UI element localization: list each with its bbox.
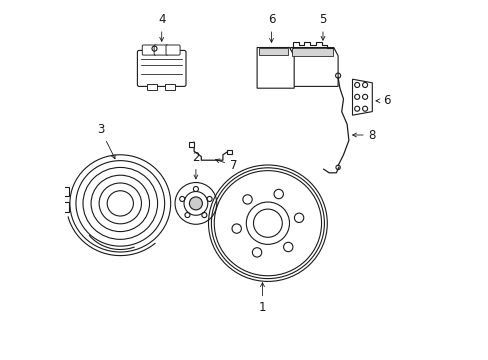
Text: 3: 3	[97, 123, 115, 159]
FancyBboxPatch shape	[61, 187, 69, 196]
FancyBboxPatch shape	[147, 84, 157, 90]
Polygon shape	[258, 48, 288, 55]
Text: 2: 2	[192, 151, 199, 179]
Polygon shape	[352, 79, 371, 115]
FancyBboxPatch shape	[137, 50, 185, 86]
Text: 1: 1	[258, 283, 265, 314]
Text: 5: 5	[319, 13, 326, 40]
Polygon shape	[292, 48, 332, 56]
Polygon shape	[290, 48, 337, 86]
Text: 8: 8	[352, 129, 375, 141]
Text: 4: 4	[158, 13, 165, 41]
FancyBboxPatch shape	[227, 150, 231, 154]
Text: 6: 6	[375, 94, 389, 107]
FancyBboxPatch shape	[166, 45, 180, 55]
FancyBboxPatch shape	[61, 202, 69, 212]
FancyBboxPatch shape	[142, 45, 156, 55]
FancyBboxPatch shape	[154, 45, 168, 55]
Text: 7: 7	[215, 159, 237, 172]
Text: 6: 6	[267, 13, 275, 42]
Polygon shape	[257, 48, 294, 88]
FancyBboxPatch shape	[188, 142, 194, 147]
FancyBboxPatch shape	[165, 84, 175, 90]
Circle shape	[189, 197, 202, 210]
